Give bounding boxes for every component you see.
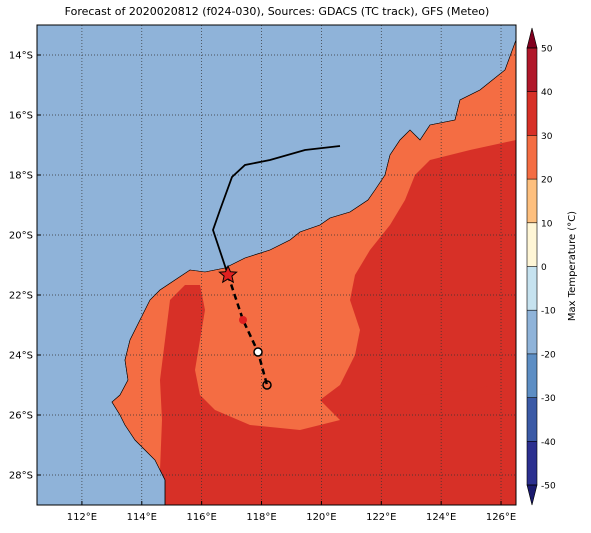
x-tick-label: 112°E xyxy=(67,512,97,523)
y-tick-label: 16°S xyxy=(9,111,33,122)
colorbar-tick-label: -40 xyxy=(541,438,556,448)
coastline xyxy=(111,39,516,505)
map-title: Forecast of 2020020812 (f024-030), Sourc… xyxy=(65,5,490,18)
colorbar-segment xyxy=(527,48,537,92)
y-tick-label: 24°S xyxy=(9,351,33,362)
y-tick-label: 22°S xyxy=(9,291,33,302)
colorbar-tick-label: 0 xyxy=(541,263,547,273)
x-tick-label: 114°E xyxy=(127,512,157,523)
track-observed xyxy=(212,145,341,276)
colorbar-tick-label: -10 xyxy=(541,307,556,317)
track-point xyxy=(262,380,272,390)
colorbar-segment xyxy=(527,266,537,311)
map-area xyxy=(37,25,516,505)
colorbar-tick-label: 10 xyxy=(541,219,553,229)
colorbar-segment xyxy=(527,310,537,354)
x-tick-label: 124°E xyxy=(426,512,456,523)
colorbar-under xyxy=(526,484,538,506)
map-frame xyxy=(36,24,517,506)
x-tick-label: 120°E xyxy=(306,512,336,523)
colorbar-label: Max Temperature (°C) xyxy=(567,211,578,321)
track-point xyxy=(253,347,263,357)
storm-star xyxy=(218,264,238,284)
colorbar-segment xyxy=(527,441,537,485)
y-tick-label: 26°S xyxy=(9,411,33,422)
y-tick-label: 14°S xyxy=(9,51,33,62)
colorbar-tick-label: 20 xyxy=(541,176,553,186)
colorbar-segment xyxy=(527,91,537,136)
x-tick-label: 126°E xyxy=(486,512,516,523)
x-tick-label: 116°E xyxy=(186,512,216,523)
colorbar-segment xyxy=(527,179,537,223)
colorbar-tick-label: 50 xyxy=(541,45,553,55)
track-forecast xyxy=(226,274,269,386)
colorbar-over xyxy=(526,27,538,49)
colorbar-tick-label: -20 xyxy=(541,350,556,360)
colorbar-segment xyxy=(527,135,537,180)
track-point xyxy=(239,316,247,324)
y-tick-label: 20°S xyxy=(9,231,33,242)
land-hot-patch xyxy=(395,384,498,420)
colorbar-segment xyxy=(527,397,537,442)
colorbar-tick-label: 30 xyxy=(541,132,553,142)
colorbar-tick-label: 40 xyxy=(541,88,553,98)
y-tick-label: 28°S xyxy=(9,471,33,482)
colorbar-segment xyxy=(527,353,537,398)
x-tick-label: 118°E xyxy=(246,512,276,523)
colorbar-tick-label: -30 xyxy=(541,394,556,404)
grid xyxy=(37,25,516,505)
land-warm xyxy=(112,40,516,470)
y-tick-label: 18°S xyxy=(9,171,33,182)
colorbar-tick-label: -50 xyxy=(541,482,556,492)
colorbar-segment xyxy=(527,222,537,267)
x-tick-label: 122°E xyxy=(366,512,396,523)
